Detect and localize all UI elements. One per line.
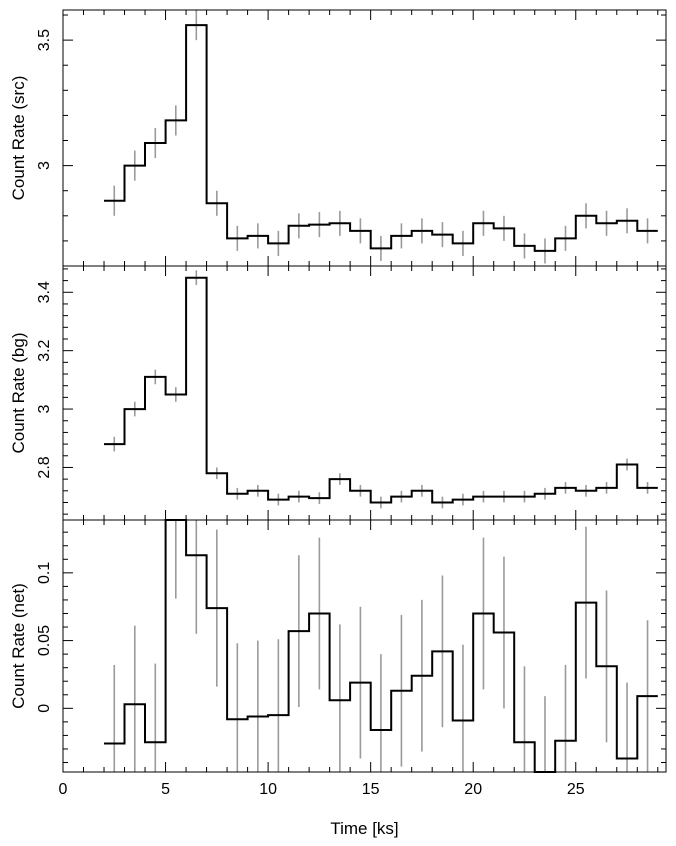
panel-frame [62,265,667,521]
step-line [104,519,658,773]
y-axis-title: Count Rate (bg) [9,333,28,454]
x-tick-label: 20 [464,781,482,798]
panel-1: 3 3.5 Count Rate (src) [9,9,667,267]
y-tick-label: 3.2 [36,339,53,361]
y-tick-label: 3.5 [36,29,53,51]
y-tick-label: 0.05 [36,625,53,656]
step-line [104,276,658,504]
step-line [104,24,658,252]
y-tick-label: 3 [36,405,53,414]
x-tick-label: 15 [362,781,380,798]
x-tick-label: 25 [567,781,585,798]
y-tick-label: 0.1 [36,562,53,584]
x-tick-label: 10 [259,781,277,798]
x-tick-label: 0 [59,781,68,798]
x-tick-label: 5 [161,781,170,798]
y-tick-label: 3.4 [36,281,53,303]
panel-frame [62,519,667,773]
panel-2: 2.8 3 3.2 3.4 Count Rate (bg) [9,265,667,521]
y-axis-title: Count Rate (src) [9,76,28,201]
y-axis-title: Count Rate (net) [9,583,28,709]
y-tick-label: 3 [36,161,53,170]
panel-3: 0 0.05 0.1 Count Rate (net) 0 5 10 15 20 25 Time [… [9,519,667,838]
y-tick-label: 0 [36,704,53,713]
y-tick-label: 2.8 [36,456,53,478]
x-axis-title: Time [ks] [330,819,398,838]
